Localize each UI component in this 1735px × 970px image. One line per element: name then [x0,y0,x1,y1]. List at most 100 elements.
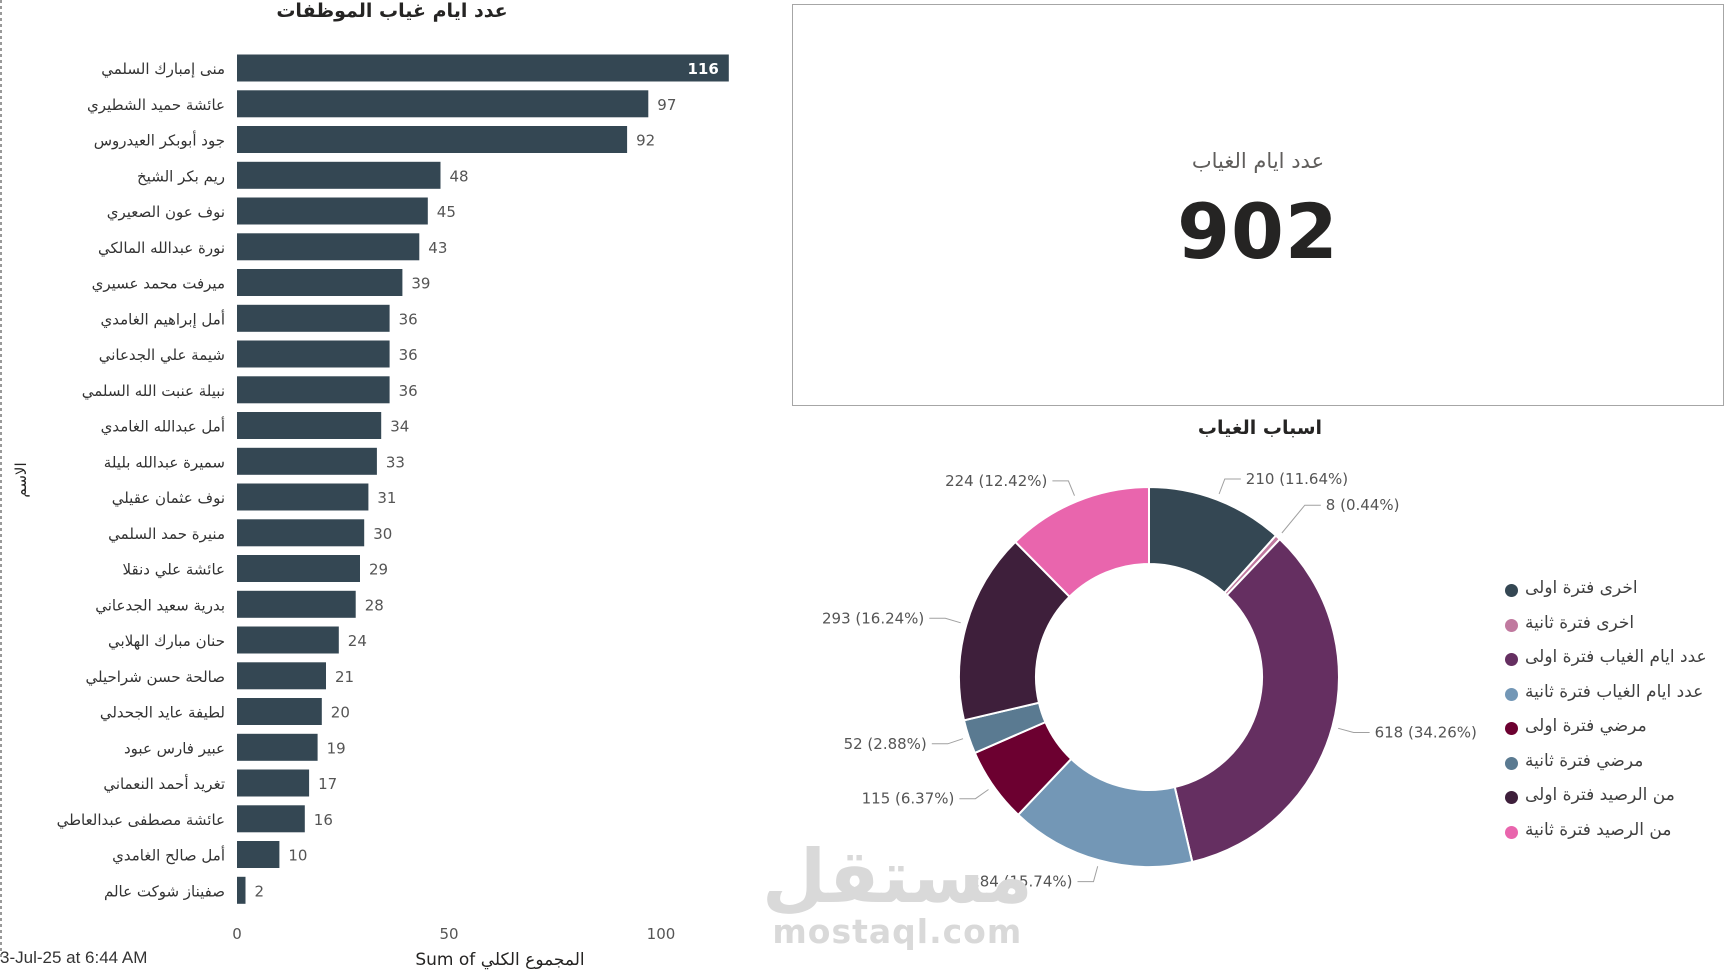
page-left-border [0,0,2,960]
donut-slice-3 [1173,537,1340,864]
category-label-9: شيمة علي الجدعاني [99,346,225,365]
legend-color-dot [1505,653,1518,666]
category-label-15: عائشة علي دنقلا [123,561,225,580]
bar-12 [237,447,377,475]
bar-20 [237,733,318,761]
legend-item-8[interactable]: من الرصيد فترة ثانية [1505,820,1725,855]
bar-9 [237,340,390,368]
bar-16 [237,590,356,618]
slice-data-label-5: 115 (6.37%) [862,790,955,808]
data-label-23: 10 [288,847,307,865]
bar-2 [237,90,649,118]
legend-item-2[interactable]: اخرى فترة ثانية [1505,613,1725,648]
bar-18 [237,662,326,690]
category-label-17: حنان مبارك الهلابي [108,632,225,651]
category-label-16: بدرية سعيد الجدعاني [95,596,225,615]
legend-item-7[interactable]: من الرصيد فترة اولى [1505,785,1725,820]
category-label-5: نوف عون الصعيري [107,203,225,222]
legend-color-dot [1505,584,1518,597]
data-label-20: 19 [327,739,346,757]
x-tick-label-2: 50 [439,925,458,943]
legend-label: من الرصيد فترة ثانية [1525,819,1672,840]
legend-item-5[interactable]: مرضي فترة اولى [1505,716,1725,751]
category-label-11: أمل عبدالله الغامدي [101,417,225,437]
data-label-2: 97 [657,96,676,114]
slice-data-label-4: 284 (15.74%) [970,873,1072,891]
mostaql-watermark: مستقل mostaql.com [762,840,1033,950]
data-label-3: 92 [636,132,655,150]
category-label-20: عبير فارس عبود [124,739,225,757]
category-label-22: عائشة مصطفى عبدالعاطي [57,811,225,830]
category-label-4: ريم بكر الشيخ [137,167,225,185]
absence-reasons-donut-chart: اسباب الغياب 210 (11.64%) 8 (0.44%) 618 (3… [822,417,1477,891]
y-axis-title: الاسم [12,462,30,497]
leader-line-3 [1338,727,1370,733]
leader-line-2 [1281,504,1321,534]
absence-days-bar-chart: عدد ايام غياب الموظفات منى إمبارك السلمي… [12,0,729,970]
leader-line-5 [959,789,989,800]
bar-23 [237,841,280,868]
bar-6 [237,233,420,261]
data-label-10: 36 [399,382,418,400]
report-timestamp: 3-Jul-25 at 6:44 AM [0,948,148,967]
category-label-10: نبيلة عنبت الله السلمي [82,382,225,401]
legend-item-6[interactable]: مرضي فترة ثانية [1505,751,1725,786]
category-label-19: لطيفة عايد الجحدلي [100,704,225,723]
category-label-6: نورة عبدالله المالكي [98,239,225,258]
legend-item-1[interactable]: اخرى فترة اولى [1505,578,1725,613]
card-title: عدد ايام الغياب [1191,149,1325,173]
leader-line-6 [931,738,964,745]
legend-color-dot [1505,618,1518,632]
data-label-1: 116 [687,60,718,78]
category-label-2: عائشة حميد الشطيري [87,96,225,115]
data-label-22: 16 [314,811,333,829]
watermark-english: mostaql.com [772,912,1023,951]
slice-data-label-8: 224 (12.42%) [945,472,1047,490]
data-label-13: 31 [377,489,396,507]
category-label-12: سميرة عبدالله بليلة [104,453,225,471]
data-label-18: 21 [335,668,354,686]
category-label-24: صفيناز شوكت عالم [104,882,225,900]
data-label-17: 24 [348,632,367,650]
watermark-arabic: مستقل [762,834,1033,920]
legend-color-dot [1505,722,1518,735]
legend-label: اخرى فترة ثانية [1525,612,1635,633]
bar-24 [237,876,246,904]
bar-13 [237,483,369,511]
bar-5 [237,197,428,225]
category-label-23: أمل صالح الغامدي [112,846,225,866]
bar-1 [237,54,729,82]
data-label-7: 39 [411,275,430,293]
legend-item-3[interactable]: عدد ايام الغياب فترة اولى [1505,647,1725,682]
data-label-9: 36 [399,346,418,364]
donut-legend: اخرى فترة اولى اخرى فترة ثانية عدد ايام ال… [1505,578,1725,854]
data-label-21: 17 [318,775,337,793]
bar-8 [237,304,390,332]
data-label-4: 48 [450,167,469,185]
slice-data-label-2: 8 (0.44%) [1326,496,1400,514]
leader-line-1 [1218,478,1241,495]
legend-color-dot [1505,687,1518,701]
donut-slice-8 [1013,485,1150,599]
bar-22 [237,805,305,833]
category-label-8: أمل إبراهيم الغامدي [101,309,226,329]
data-label-8: 36 [399,310,418,328]
legend-label: مرضي فترة اولى [1525,716,1647,736]
leader-line-4 [1077,866,1099,883]
bar-19 [237,698,322,725]
bar-11 [237,412,382,439]
bar-17 [237,626,339,654]
legend-color-dot [1505,791,1518,804]
slice-data-label-3: 618 (34.26%) [1375,724,1477,742]
bar-21 [237,769,310,797]
category-label-18: صالحة حسن شراحيلي [86,668,226,687]
slice-data-label-6: 52 (2.88%) [844,735,927,753]
x-axis-title: Sum of المجموع الكلي [415,950,584,970]
data-label-16: 28 [365,596,384,614]
slice-data-label-7: 293 (16.24%) [822,609,924,627]
category-label-13: نوف عثمان عقيلي [112,489,225,508]
total-absence-card[interactable]: عدد ايام الغياب 902 [792,4,1724,406]
category-label-7: ميرفت محمد عسيري [92,275,225,294]
legend-item-4[interactable]: عدد ايام الغياب فترة ثانية [1505,682,1725,717]
leader-line-8 [1052,480,1075,496]
